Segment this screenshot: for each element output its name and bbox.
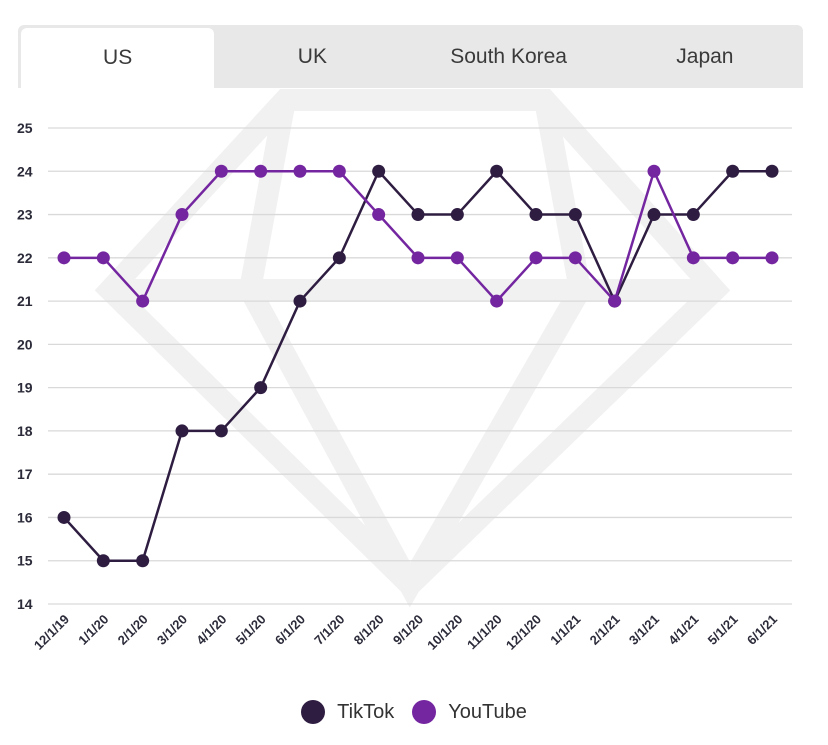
x-tick-label: 5/1/21	[705, 612, 741, 648]
diamond-watermark-icon	[94, 89, 731, 608]
data-point-youtube[interactable]	[686, 251, 700, 265]
y-tick-label: 19	[17, 380, 33, 396]
x-tick-label: 3/1/21	[626, 612, 662, 648]
data-point-tiktok[interactable]	[411, 208, 425, 222]
tab-japan[interactable]: Japan	[676, 44, 734, 68]
data-point-tiktok[interactable]	[332, 251, 346, 265]
x-tick-label: 12/1/19	[31, 612, 72, 653]
data-point-youtube[interactable]	[57, 251, 71, 265]
x-tick-label: 12/1/20	[503, 612, 544, 653]
legend-swatch-youtube	[412, 700, 437, 724]
y-tick-label: 18	[17, 423, 33, 439]
data-point-tiktok[interactable]	[175, 424, 189, 438]
y-tick-label: 17	[17, 466, 33, 482]
y-tick-label: 22	[17, 250, 33, 266]
legend-label-tiktok: TikTok	[337, 700, 395, 723]
legend-label-youtube: YouTube	[448, 700, 527, 723]
data-point-tiktok[interactable]	[686, 208, 700, 222]
data-point-youtube[interactable]	[726, 251, 740, 265]
tab-uk[interactable]: UK	[297, 44, 327, 68]
country-tab-bar: US UK South Korea Japan	[18, 25, 803, 88]
data-point-tiktok[interactable]	[96, 554, 110, 568]
data-point-youtube[interactable]	[450, 251, 464, 265]
x-tick-label: 8/1/20	[351, 612, 387, 648]
data-point-youtube[interactable]	[254, 164, 268, 178]
data-point-youtube[interactable]	[568, 251, 582, 265]
x-tick-label: 3/1/20	[154, 612, 190, 648]
data-point-youtube[interactable]	[529, 251, 543, 265]
y-tick-label: 23	[17, 207, 33, 223]
legend-swatch-tiktok	[301, 700, 326, 724]
y-tick-label: 24	[17, 163, 33, 179]
x-tick-label: 10/1/20	[424, 612, 465, 653]
x-tick-label: 4/1/21	[665, 612, 701, 648]
data-point-youtube[interactable]	[332, 164, 346, 178]
data-point-tiktok[interactable]	[372, 164, 386, 178]
data-point-youtube[interactable]	[293, 164, 307, 178]
data-point-tiktok[interactable]	[726, 164, 740, 178]
data-point-youtube[interactable]	[608, 294, 622, 308]
tab-us[interactable]: US	[21, 28, 215, 88]
data-point-youtube[interactable]	[372, 208, 386, 222]
data-point-tiktok[interactable]	[490, 164, 504, 178]
data-point-youtube[interactable]	[490, 294, 504, 308]
data-point-tiktok[interactable]	[293, 294, 307, 308]
data-point-youtube[interactable]	[647, 164, 661, 178]
x-tick-label: 6/1/21	[744, 612, 780, 648]
x-tick-label: 2/1/21	[587, 612, 623, 648]
x-tick-label: 1/1/21	[547, 612, 583, 648]
x-tick-label: 11/1/20	[464, 612, 505, 653]
data-point-tiktok[interactable]	[450, 208, 464, 222]
chart-legend: TikTok YouTube	[0, 700, 828, 724]
x-tick-label: 2/1/20	[115, 612, 151, 648]
y-tick-label: 25	[17, 120, 33, 136]
x-tick-label: 1/1/20	[75, 612, 111, 648]
x-tick-label: 6/1/20	[272, 612, 308, 648]
y-tick-label: 20	[17, 336, 33, 352]
data-point-tiktok[interactable]	[568, 208, 582, 222]
data-point-tiktok[interactable]	[529, 208, 543, 222]
data-point-tiktok[interactable]	[254, 381, 268, 395]
data-point-tiktok[interactable]	[647, 208, 661, 222]
legend-item-tiktok[interactable]: TikTok	[301, 700, 394, 724]
y-tick-label: 21	[17, 293, 33, 309]
data-point-tiktok[interactable]	[136, 554, 150, 568]
x-tick-label: 5/1/20	[233, 612, 269, 648]
data-point-tiktok[interactable]	[214, 424, 228, 438]
data-point-youtube[interactable]	[96, 251, 110, 265]
legend-item-youtube[interactable]: YouTube	[412, 700, 527, 724]
data-point-youtube[interactable]	[136, 294, 150, 308]
x-tick-label: 7/1/20	[311, 612, 347, 648]
y-tick-label: 16	[17, 509, 33, 525]
y-tick-label: 14	[17, 596, 33, 612]
data-point-youtube[interactable]	[765, 251, 779, 265]
tab-south-korea[interactable]: South Korea	[450, 44, 567, 68]
data-point-tiktok[interactable]	[765, 164, 779, 178]
data-point-youtube[interactable]	[175, 208, 189, 222]
y-tick-label: 15	[17, 553, 33, 569]
data-point-tiktok[interactable]	[57, 510, 71, 524]
data-point-youtube[interactable]	[411, 251, 425, 265]
x-tick-label: 9/1/20	[390, 612, 426, 648]
x-tick-label: 4/1/20	[193, 612, 229, 648]
data-point-youtube[interactable]	[214, 164, 228, 178]
